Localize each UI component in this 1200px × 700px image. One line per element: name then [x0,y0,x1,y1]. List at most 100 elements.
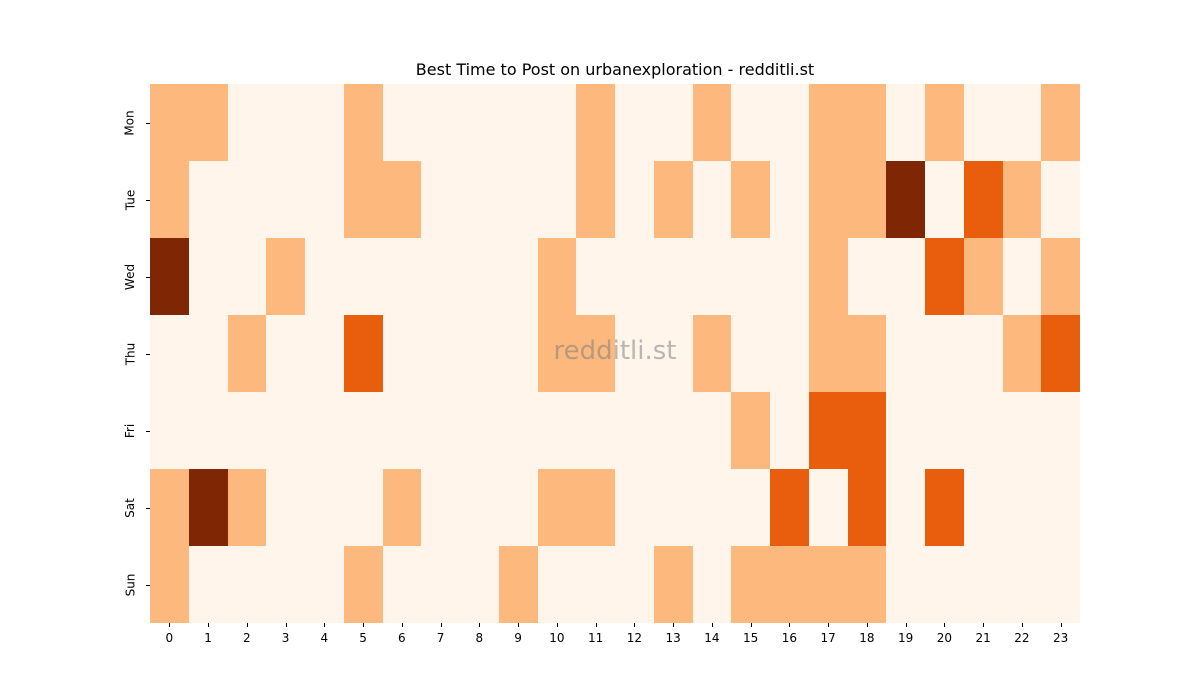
chart-title: Best Time to Post on urbanexploration - … [415,60,815,79]
heatmap-cell [305,84,344,161]
heatmap-cell [576,238,615,315]
x-tick-label: 2 [243,631,251,645]
heatmap-cell [343,546,383,623]
y-tick-label-text: Sat [123,497,137,518]
x-tick-mark [750,623,752,627]
heatmap-cell [770,546,809,623]
heatmap-cell [421,392,460,469]
heatmap-cell [460,238,499,315]
heatmap-cell [537,546,577,623]
x-tick-label: 8 [475,631,484,645]
y-tick-mark [146,584,150,586]
x-tick-label: 14 [704,631,720,645]
heatmap-cell [1002,161,1042,238]
heatmap-cell [227,84,267,161]
heatmap-cell [188,161,228,238]
heatmap-cell [886,546,925,623]
heatmap-cell [227,315,267,392]
heatmap-cell [731,469,770,546]
heatmap-cell [227,238,267,315]
heatmap-cell [460,161,499,238]
heatmap-cell [498,392,538,469]
heatmap-cell [305,546,344,623]
x-tick-mark [440,623,442,627]
x-tick-mark [673,623,675,627]
heatmap-cell [227,546,267,623]
x-tick-label: 17 [820,631,836,645]
x-tick-mark [1021,623,1023,627]
heatmap-cell [343,315,383,392]
heatmap-cell [150,161,189,238]
heatmap-cell [886,84,925,161]
heatmap-cell [731,161,770,238]
y-tick-label: Tue [120,161,140,238]
heatmap-cell [1041,392,1080,469]
heatmap-cell [692,161,732,238]
x-tick-mark [905,623,907,627]
heatmap-cell [1041,546,1080,623]
x-tick-label: 16 [781,631,798,645]
heatmap-cell [150,84,189,161]
heatmap-cell [460,392,499,469]
heatmap-cell [770,84,809,161]
y-tick-label-text: Thu [123,342,138,365]
heatmap-cell [886,315,925,392]
heatmap-cell [615,469,654,546]
heatmap-cell [382,84,422,161]
heatmap-cell [1002,238,1042,315]
heatmap-cell [150,238,189,315]
heatmap-cell [1002,315,1042,392]
heatmap-cell [692,469,732,546]
heatmap-cell [653,238,693,315]
x-tick-mark [285,623,287,627]
heatmap-cell [460,546,499,623]
heatmap-cell [305,315,344,392]
heatmap-cell [150,392,189,469]
heatmap-cell [460,84,499,161]
heatmap-cell [963,84,1003,161]
y-tick-label-text: Wed [123,263,138,290]
heatmap-cell [963,238,1003,315]
heatmap-cell [266,546,305,623]
heatmap-cell [925,469,964,546]
y-tick-label: Fri [120,392,140,469]
heatmap-cell [847,392,887,469]
x-tick-label: 3 [281,631,290,645]
heatmap-cell [266,161,305,238]
heatmap-cell [770,392,809,469]
heatmap-cell [615,161,654,238]
heatmap-cell [886,469,925,546]
heatmap-cell [305,238,344,315]
x-tick-label: 12 [626,631,643,645]
heatmap-cell [692,84,732,161]
x-tick-label: 4 [320,631,329,645]
heatmap-cell [382,546,422,623]
heatmap-grid [150,84,1080,623]
heatmap-cell [498,546,538,623]
heatmap-cell [808,469,848,546]
heatmap-cell [692,546,732,623]
heatmap-cell [227,161,267,238]
x-tick-mark [866,623,868,627]
x-tick-mark [324,623,326,627]
x-tick-mark [363,623,365,627]
heatmap-cell [925,84,964,161]
heatmap-cell [770,469,809,546]
heatmap-cell [925,315,964,392]
heatmap-cell [692,238,732,315]
heatmap-cell [266,84,305,161]
heatmap-cell [537,84,577,161]
x-tick-label: 11 [587,631,604,645]
y-tick-label: Thu [120,315,140,392]
heatmap-cell [305,161,344,238]
heatmap-cell [421,469,460,546]
heatmap-cell [1002,392,1042,469]
x-axis: 0 1 2 3 4 5 6 7 8 9 10 11 12 13 14 15 16 17 18 19 20 21 22 23 [150,623,1080,653]
heatmap-cell [653,469,693,546]
y-tick-label: Sun [120,546,140,623]
x-tick-label: 6 [398,631,406,645]
x-tick-label: 22 [1014,631,1030,645]
x-tick-mark [169,623,171,627]
heatmap-cell [188,84,228,161]
heatmap-cell [537,315,577,392]
